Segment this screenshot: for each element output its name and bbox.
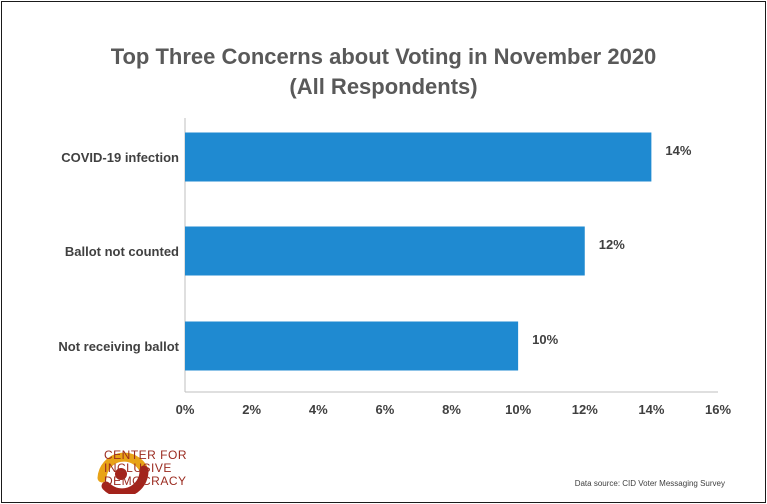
data-label-1: 14% [665, 143, 691, 158]
x-tick-label-12: 12% [572, 402, 598, 417]
data-label-3: 10% [532, 332, 558, 347]
x-tick-label-10: 10% [505, 402, 531, 417]
logo-line-3: DEMOCRACY [104, 474, 187, 488]
x-tick-label-14: 14% [638, 402, 664, 417]
x-tick-label-16: 16% [705, 402, 731, 417]
x-tick-label-0: 0% [176, 402, 195, 417]
bar-2 [185, 226, 585, 276]
logo-wordmark: CENTER FOR INCLUSIVE DEMOCRACY [104, 449, 187, 488]
x-tick-label-6: 6% [375, 402, 394, 417]
category-label-2: Ballot not counted [65, 244, 179, 259]
category-label-3: Not receiving ballot [58, 339, 179, 354]
x-tick-label-4: 4% [309, 402, 328, 417]
x-tick-label-8: 8% [442, 402, 461, 417]
category-label-1: COVID-19 infection [61, 150, 179, 165]
center-for-inclusive-democracy-logo [97, 452, 149, 494]
data-label-2: 12% [599, 237, 625, 252]
chart-title-line1: Top Three Concerns about Voting in Novem… [110, 44, 657, 69]
data-source-note: Data source: CID Voter Messaging Survey [574, 479, 725, 488]
logo-line-2: INCLUSIVE [104, 461, 172, 475]
x-tick-label-2: 2% [242, 402, 261, 417]
logo-line-1: CENTER FOR [104, 448, 187, 462]
bar-1 [185, 132, 652, 182]
bar-3 [185, 321, 519, 371]
chart-title-line2: (All Respondents) [289, 74, 478, 99]
